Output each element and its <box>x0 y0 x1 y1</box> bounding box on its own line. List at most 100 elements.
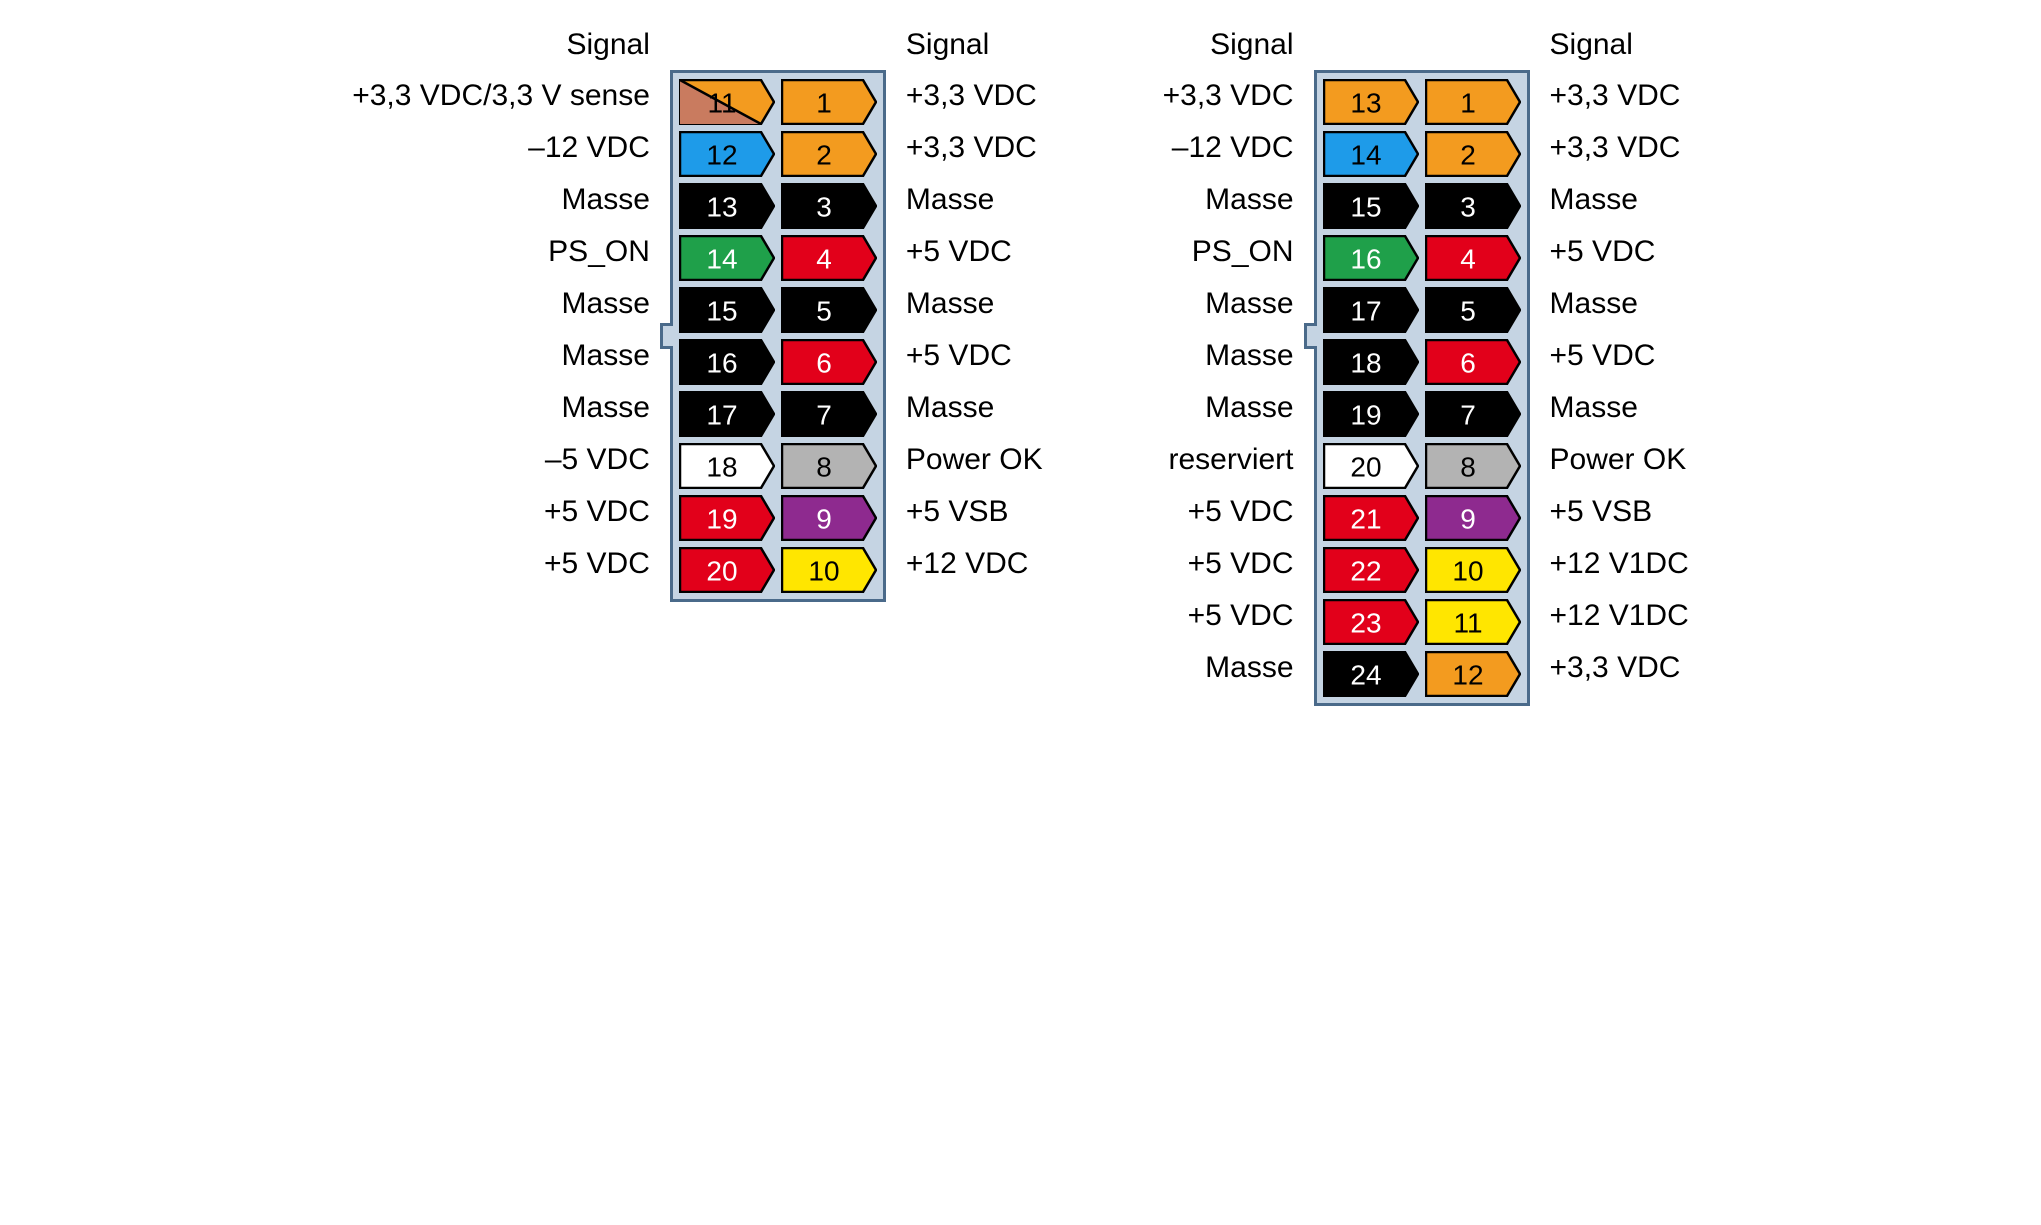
svg-text:17: 17 <box>706 400 737 431</box>
label-right-4: Masse <box>1550 278 1689 330</box>
label-left-11: Masse <box>1163 642 1294 694</box>
pin-row-4: 17 5 <box>1323 287 1521 333</box>
pin-4: 4 <box>781 235 877 281</box>
pin-18: 18 <box>679 443 775 489</box>
label-right-1: +3,3 VDC <box>906 122 1043 174</box>
pin-3: 3 <box>781 183 877 229</box>
svg-text:13: 13 <box>706 192 737 223</box>
label-right-1: +3,3 VDC <box>1550 122 1689 174</box>
label-right-7: Power OK <box>1550 434 1689 486</box>
pin-row-3: 16 4 <box>1323 235 1521 281</box>
pin-1: 1 <box>781 79 877 125</box>
label-left-10: +5 VDC <box>1163 590 1294 642</box>
pin-row-4: 15 5 <box>679 287 877 333</box>
label-left-1: –12 VDC <box>352 122 650 174</box>
pin-1: 1 <box>1425 79 1521 125</box>
pin-row-7: 18 8 <box>679 443 877 489</box>
pin-row-6: 19 7 <box>1323 391 1521 437</box>
connector-24pin-labels-right: Signal+3,3 VDC+3,3 VDCMasse+5 VDCMasse+5… <box>1530 20 1689 694</box>
header-left: Signal <box>1163 20 1294 70</box>
pin-5: 5 <box>781 287 877 333</box>
pin-18: 18 <box>1323 339 1419 385</box>
connector-20pin-body: 11 1 12 2 13 3 14 <box>670 70 886 602</box>
pin-23: 23 <box>1323 599 1419 645</box>
svg-text:8: 8 <box>1460 452 1476 483</box>
pin-17: 17 <box>1323 287 1419 333</box>
label-left-9: +5 VDC <box>1163 538 1294 590</box>
pin-row-9: 22 10 <box>1323 547 1521 593</box>
svg-text:11: 11 <box>1453 608 1482 639</box>
connector-20pin-notch <box>660 323 673 349</box>
svg-text:20: 20 <box>706 556 737 587</box>
pin-row-9: 20 10 <box>679 547 877 593</box>
pin-9: 9 <box>781 495 877 541</box>
label-left-4: Masse <box>1163 278 1294 330</box>
pin-20: 20 <box>679 547 775 593</box>
pin-row-5: 18 6 <box>1323 339 1521 385</box>
pin-22: 22 <box>1323 547 1419 593</box>
connector-24pin-body: 13 1 14 2 15 3 1 6 <box>1314 70 1530 706</box>
pin-row-0: 11 1 <box>679 79 877 125</box>
pin-6: 6 <box>1425 339 1521 385</box>
pin-13: 13 <box>1323 79 1419 125</box>
connector-20pin-labels-left: Signal+3,3 VDC/3,3 V sense–12 VDCMassePS… <box>352 20 670 590</box>
pin-2: 2 <box>1425 131 1521 177</box>
svg-text:15: 15 <box>706 296 737 327</box>
pin-row-11: 24 12 <box>1323 651 1521 697</box>
label-right-3: +5 VDC <box>906 226 1043 278</box>
label-right-6: Masse <box>906 382 1043 434</box>
svg-text:2: 2 <box>1460 140 1476 171</box>
svg-text:14: 14 <box>706 244 737 275</box>
label-right-6: Masse <box>1550 382 1689 434</box>
pin-row-8: 21 9 <box>1323 495 1521 541</box>
pin-15: 15 <box>1323 183 1419 229</box>
label-right-9: +12 VDC <box>906 538 1043 590</box>
pin-10: 10 <box>781 547 877 593</box>
pin-row-2: 13 3 <box>679 183 877 229</box>
svg-text:7: 7 <box>1460 400 1476 431</box>
pin-20: 20 <box>1323 443 1419 489</box>
label-right-3: +5 VDC <box>1550 226 1689 278</box>
pin-24: 24 <box>1323 651 1419 697</box>
svg-text:22: 22 <box>1350 556 1381 587</box>
svg-text:18: 18 <box>706 452 737 483</box>
pin-14: 14 <box>679 235 775 281</box>
pin-9: 9 <box>1425 495 1521 541</box>
svg-text:1: 1 <box>1460 88 1476 119</box>
label-right-8: +5 VSB <box>1550 486 1689 538</box>
pin-row-10: 23 11 <box>1323 599 1521 645</box>
connector-24pin-notch <box>1304 323 1317 349</box>
label-right-7: Power OK <box>906 434 1043 486</box>
connector-20pin-labels-right: Signal+3,3 VDC+3,3 VDCMasse+5 VDCMasse+5… <box>886 20 1043 590</box>
label-left-5: Masse <box>1163 330 1294 382</box>
pin-row-8: 19 9 <box>679 495 877 541</box>
svg-text:24: 24 <box>1350 660 1381 691</box>
connector-24pin-labels-left: Signal+3,3 VDC–12 VDCMassePS_ONMasseMass… <box>1163 20 1314 694</box>
pin-row-0: 13 1 <box>1323 79 1521 125</box>
label-right-8: +5 VSB <box>906 486 1043 538</box>
svg-text:4: 4 <box>816 244 832 275</box>
svg-text:23: 23 <box>1350 608 1381 639</box>
svg-text:5: 5 <box>1460 296 1476 327</box>
label-right-4: Masse <box>906 278 1043 330</box>
label-right-0: +3,3 VDC <box>1550 70 1689 122</box>
header-right: Signal <box>1550 20 1689 70</box>
label-right-5: +5 VDC <box>906 330 1043 382</box>
label-right-2: Masse <box>1550 174 1689 226</box>
label-right-11: +3,3 VDC <box>1550 642 1689 694</box>
pin-8: 8 <box>781 443 877 489</box>
svg-text:5: 5 <box>816 296 832 327</box>
pin-3: 3 <box>1425 183 1521 229</box>
label-left-0: +3,3 VDC <box>1163 70 1294 122</box>
label-left-6: Masse <box>1163 382 1294 434</box>
label-left-6: Masse <box>352 382 650 434</box>
svg-text:19: 19 <box>706 504 737 535</box>
pin-8: 8 <box>1425 443 1521 489</box>
label-left-7: reserviert <box>1163 434 1294 486</box>
connectors-container: Signal+3,3 VDC/3,3 V sense–12 VDCMassePS… <box>20 20 2021 706</box>
label-left-2: Masse <box>1163 174 1294 226</box>
label-left-9: +5 VDC <box>352 538 650 590</box>
label-left-8: +5 VDC <box>1163 486 1294 538</box>
pin-5: 5 <box>1425 287 1521 333</box>
svg-text:14: 14 <box>1350 140 1381 171</box>
